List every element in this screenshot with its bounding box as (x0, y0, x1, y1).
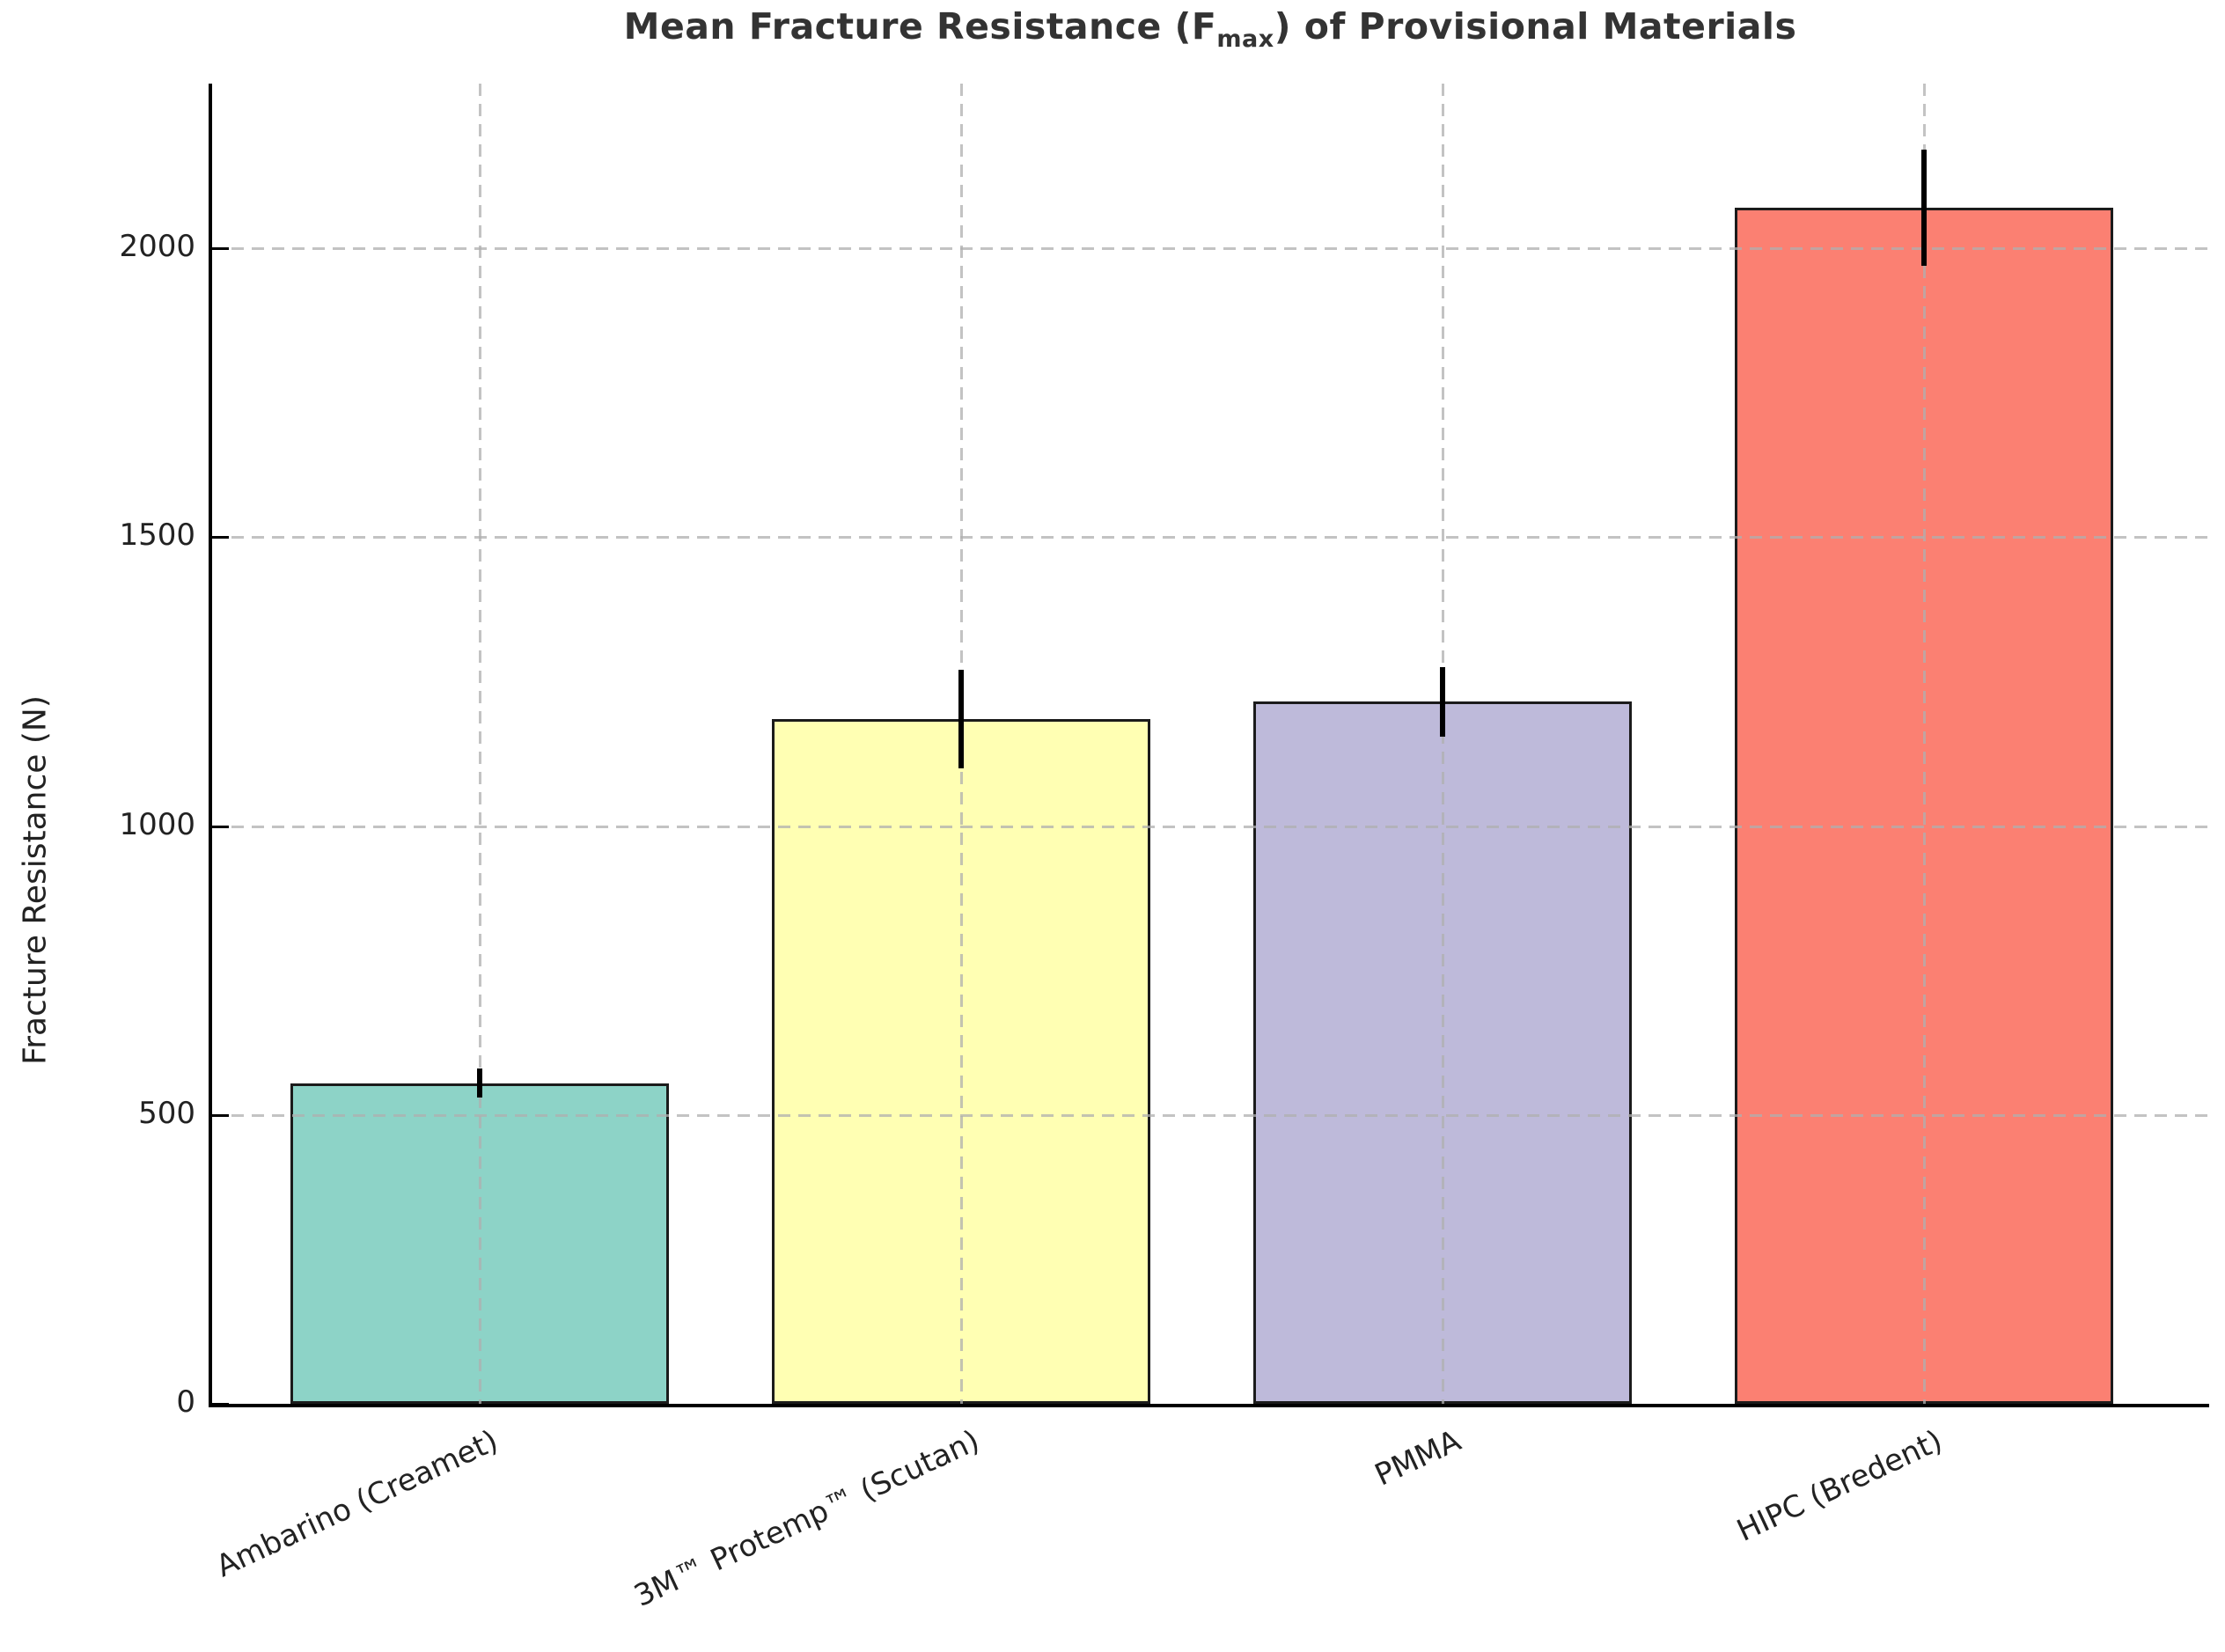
x-axis-line (209, 1404, 2209, 1407)
y-tick-label-2000: 2000 (119, 229, 195, 265)
gridline-y-1000 (211, 825, 2209, 828)
gridline-y-2000 (211, 247, 2209, 251)
error-bar-1 (477, 1068, 482, 1098)
y-tick-label-1000: 1000 (119, 806, 195, 842)
gridline-x-3 (1442, 84, 1444, 1404)
y-tick-mark-500 (211, 1113, 229, 1117)
x-tick-label-4: HIPC (Bredent) (1731, 1423, 1948, 1549)
gridline-y-1500 (211, 536, 2209, 540)
gridline-x-1 (479, 84, 481, 1404)
chart-title-subscript: max (1216, 26, 1274, 54)
chart-title: Mean Fracture Resistance (Fmax) of Provi… (211, 5, 2209, 53)
error-bar-4 (1921, 150, 1927, 266)
y-tick-mark-2000 (211, 247, 229, 251)
x-tick-label-2: 3M™ Protemp™ (Scutan) (628, 1423, 985, 1614)
error-bar-2 (958, 670, 964, 768)
y-tick-mark-1000 (211, 825, 229, 828)
y-tick-label-0: 0 (176, 1384, 195, 1420)
y-tick-label-500: 500 (138, 1095, 195, 1131)
y-tick-mark-1500 (211, 536, 229, 540)
error-bar-3 (1440, 667, 1445, 737)
gridline-x-4 (1923, 84, 1926, 1404)
x-tick-label-1: Ambarino (Creamet) (210, 1423, 503, 1585)
chart-title-suffix: ) of Provisional Materials (1274, 5, 1797, 48)
gridline-y-500 (211, 1113, 2209, 1117)
y-axis-label: Fracture Resistance (N) (17, 695, 54, 1065)
x-tick-label-3: PMMA (1370, 1423, 1466, 1494)
y-tick-label-1500: 1500 (119, 518, 195, 554)
y-tick-mark-0 (211, 1403, 229, 1406)
y-axis-line (209, 84, 212, 1407)
chart-title-prefix: Mean Fracture Resistance (F (623, 5, 1217, 48)
